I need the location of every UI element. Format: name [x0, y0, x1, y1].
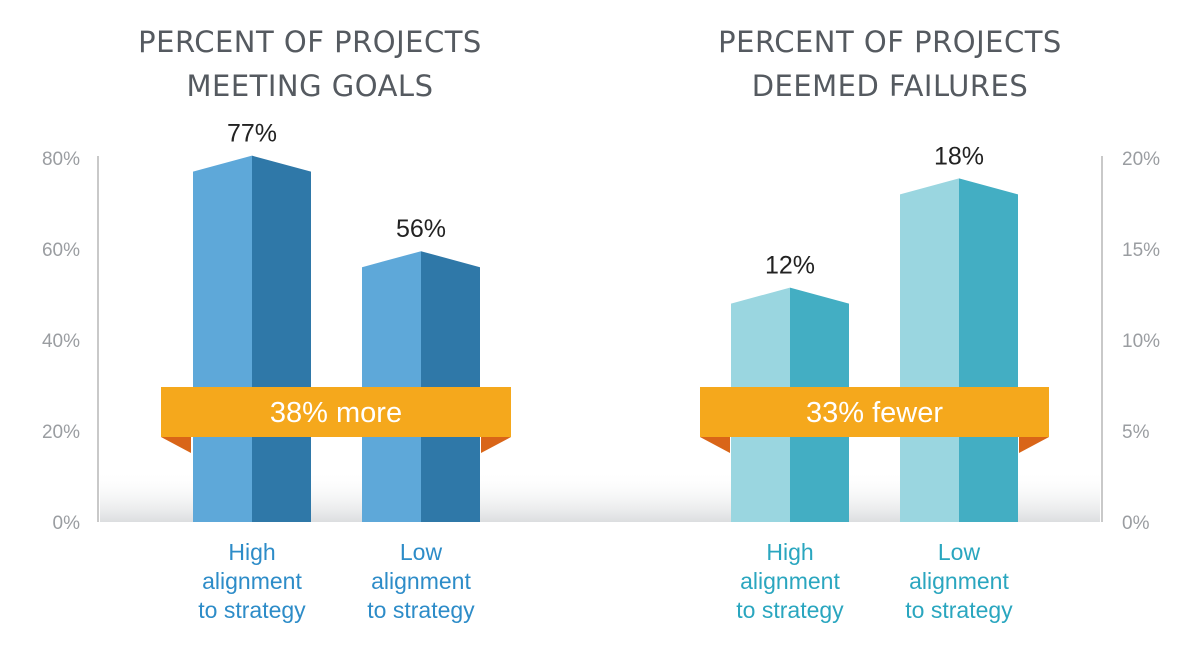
category-label: High: [228, 539, 275, 565]
annotation-text: 33% fewer: [806, 397, 943, 429]
category-label: Low: [938, 539, 981, 565]
y-tick-label: 60%: [42, 240, 80, 261]
chart-title-meeting-goals: PERCENT OF PROJECTS MEETING GOALS: [138, 25, 482, 103]
category-label: to strategy: [905, 597, 1013, 623]
y-tick-label: 80%: [42, 149, 80, 170]
category-label: to strategy: [736, 597, 844, 623]
y-tick-label: 20%: [42, 422, 80, 443]
banner-fold-left: [700, 437, 730, 453]
banner-fold-right: [481, 437, 511, 453]
bar-0-1: [362, 251, 480, 522]
bar-side-face: [421, 251, 480, 522]
category-label: alignment: [740, 568, 840, 594]
category-label: alignment: [909, 568, 1009, 594]
bar-side-face: [959, 178, 1018, 522]
y-tick-label: 15%: [1122, 240, 1160, 261]
y-tick-label: 10%: [1122, 331, 1160, 352]
banner-fold-right: [1019, 437, 1049, 453]
category-label: alignment: [202, 568, 302, 594]
y-tick-label: 40%: [42, 331, 80, 352]
bar-side-face: [252, 155, 311, 522]
bar-value-label: 77%: [227, 120, 277, 148]
chart-title-deemed-failures: PERCENT OF PROJECTS DEEMED FAILURES: [718, 25, 1062, 103]
category-label: Low: [400, 539, 443, 565]
y-tick-label: 0%: [53, 513, 81, 534]
bar-value-label: 18%: [934, 142, 984, 170]
y-tick-label: 20%: [1122, 149, 1160, 170]
category-label: alignment: [371, 568, 471, 594]
bar-front-face: [362, 251, 421, 522]
bar-front-face: [900, 178, 959, 522]
bar-value-label: 56%: [396, 215, 446, 243]
y-tick-label: 5%: [1122, 422, 1150, 443]
annotation-banner: [700, 387, 1049, 437]
annotation-banner: [161, 387, 511, 437]
category-label: to strategy: [198, 597, 306, 623]
bar-0-0: [193, 155, 311, 522]
bar-1-1: [900, 178, 1018, 522]
y-tick-label: 0%: [1122, 513, 1150, 534]
bar-value-label: 12%: [765, 252, 815, 280]
annotation-text: 38% more: [270, 397, 402, 429]
bar-front-face: [193, 155, 252, 522]
category-label: High: [766, 539, 813, 565]
category-label: to strategy: [367, 597, 475, 623]
banner-fold-left: [161, 437, 191, 453]
